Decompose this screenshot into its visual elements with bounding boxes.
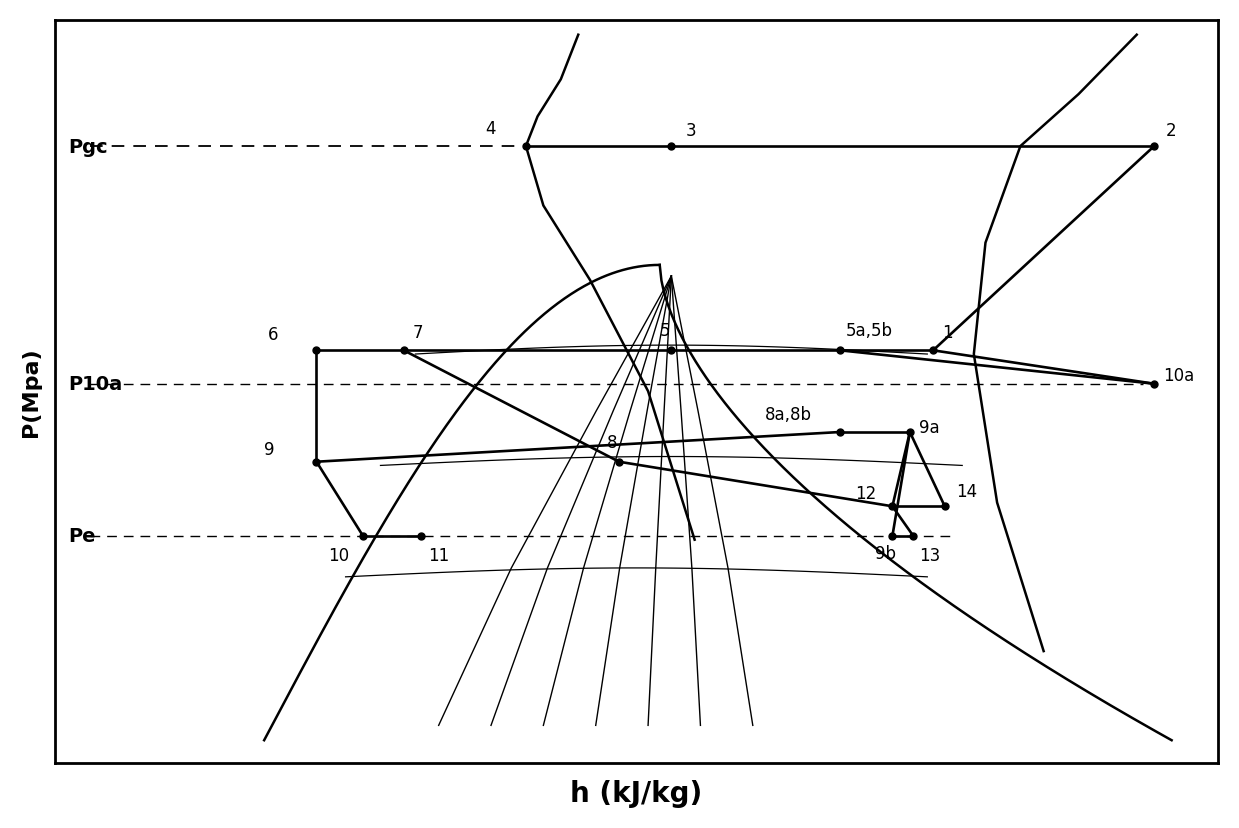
Text: 14: 14 (957, 483, 978, 501)
X-axis label: h (kJ/kg): h (kJ/kg) (570, 779, 703, 807)
Text: 4: 4 (486, 120, 496, 138)
Text: 8a,8b: 8a,8b (764, 406, 812, 424)
Text: P10a: P10a (68, 375, 123, 394)
Text: 7: 7 (413, 324, 424, 342)
Text: 5a,5b: 5a,5b (846, 322, 893, 339)
Text: 13: 13 (919, 546, 940, 565)
Text: Pgc: Pgc (68, 137, 108, 156)
Text: 1: 1 (943, 324, 953, 342)
Text: 2: 2 (1166, 122, 1177, 139)
Text: 8: 8 (607, 433, 618, 451)
Text: 6: 6 (268, 325, 278, 344)
Text: 5: 5 (659, 322, 670, 339)
Text: 10a: 10a (1163, 366, 1194, 384)
Text: 9a: 9a (919, 418, 940, 436)
Text: 9: 9 (264, 440, 275, 459)
Y-axis label: P(Mpa): P(Mpa) (21, 347, 41, 436)
Text: 12: 12 (855, 484, 876, 503)
Text: 9b: 9b (875, 544, 896, 562)
Text: 11: 11 (429, 546, 450, 565)
Text: Pe: Pe (68, 527, 97, 546)
Text: 10: 10 (328, 546, 349, 565)
Text: 3: 3 (685, 122, 696, 139)
